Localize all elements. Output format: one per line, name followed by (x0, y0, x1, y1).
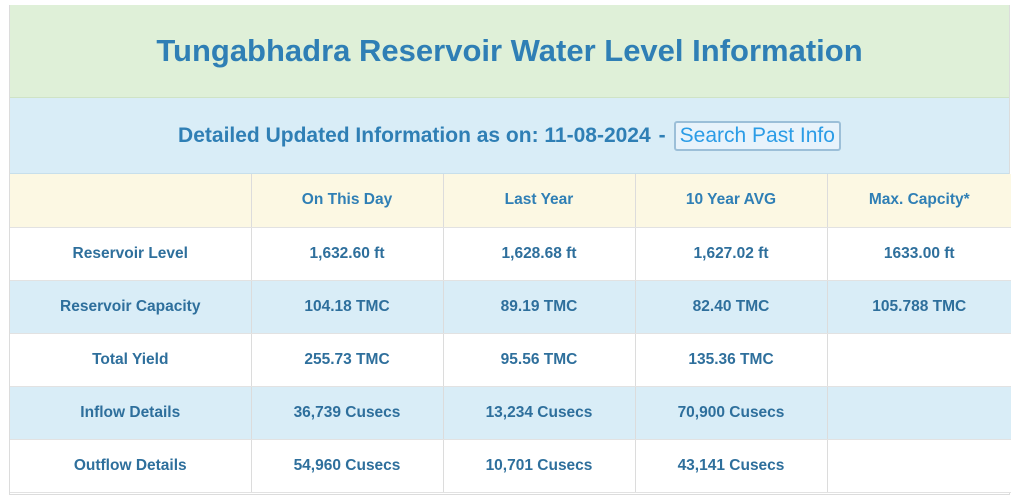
cell-last-year: 1,628.68 ft (443, 227, 636, 281)
subtitle-bar: Detailed Updated Information as on: 11-0… (10, 98, 1009, 174)
table-row-outflow-details: Outflow Details 54,960 Cusecs 10,701 Cus… (10, 439, 1011, 493)
search-past-info-button[interactable]: Search Past Info (673, 120, 841, 151)
row-label: Total Yield (10, 333, 252, 387)
subtitle-separator: - (658, 123, 666, 147)
header-max-capacity: Max. Capcity* (827, 174, 1011, 228)
title-bar: Tungabhadra Reservoir Water Level Inform… (10, 5, 1009, 98)
cell-10-year-avg: 70,900 Cusecs (635, 386, 828, 440)
cell-on-this-day: 1,632.60 ft (251, 227, 444, 281)
cell-max-capacity: 105.788 TMC (827, 280, 1011, 334)
table-row-total-yield: Total Yield 255.73 TMC 95.56 TMC 135.36 … (10, 333, 1011, 387)
cell-max-capacity (827, 386, 1011, 440)
cell-last-year: 95.56 TMC (443, 333, 636, 387)
row-label: Outflow Details (10, 439, 252, 493)
table-header-row: On This Day Last Year 10 Year AVG Max. C… (10, 174, 1011, 228)
table-row-reservoir-capacity: Reservoir Capacity 104.18 TMC 89.19 TMC … (10, 280, 1011, 334)
header-10-year-avg: 10 Year AVG (635, 174, 828, 228)
cell-on-this-day: 36,739 Cusecs (251, 386, 444, 440)
reservoir-info-panel: Tungabhadra Reservoir Water Level Inform… (9, 5, 1011, 495)
row-label: Reservoir Level (10, 227, 252, 281)
cell-max-capacity: 1633.00 ft (827, 227, 1011, 281)
cell-10-year-avg: 135.36 TMC (635, 333, 828, 387)
cell-10-year-avg: 82.40 TMC (635, 280, 828, 334)
cell-10-year-avg: 43,141 Cusecs (635, 439, 828, 493)
header-last-year: Last Year (443, 174, 636, 228)
header-on-this-day: On This Day (251, 174, 444, 228)
cell-last-year: 13,234 Cusecs (443, 386, 636, 440)
row-label: Inflow Details (10, 386, 252, 440)
row-label: Reservoir Capacity (10, 280, 252, 334)
page-title: Tungabhadra Reservoir Water Level Inform… (156, 33, 863, 68)
cell-10-year-avg: 1,627.02 ft (635, 227, 828, 281)
cell-last-year: 10,701 Cusecs (443, 439, 636, 493)
header-empty (10, 174, 252, 228)
cell-last-year: 89.19 TMC (443, 280, 636, 334)
table-row-reservoir-level: Reservoir Level 1,632.60 ft 1,628.68 ft … (10, 227, 1011, 281)
table-row-inflow-details: Inflow Details 36,739 Cusecs 13,234 Cuse… (10, 386, 1011, 440)
reservoir-table: On This Day Last Year 10 Year AVG Max. C… (10, 174, 1011, 493)
updated-date-label: Detailed Updated Information as on: 11-0… (178, 123, 651, 147)
cell-max-capacity (827, 439, 1011, 493)
cell-on-this-day: 255.73 TMC (251, 333, 444, 387)
cell-max-capacity (827, 333, 1011, 387)
cell-on-this-day: 54,960 Cusecs (251, 439, 444, 493)
cell-on-this-day: 104.18 TMC (251, 280, 444, 334)
